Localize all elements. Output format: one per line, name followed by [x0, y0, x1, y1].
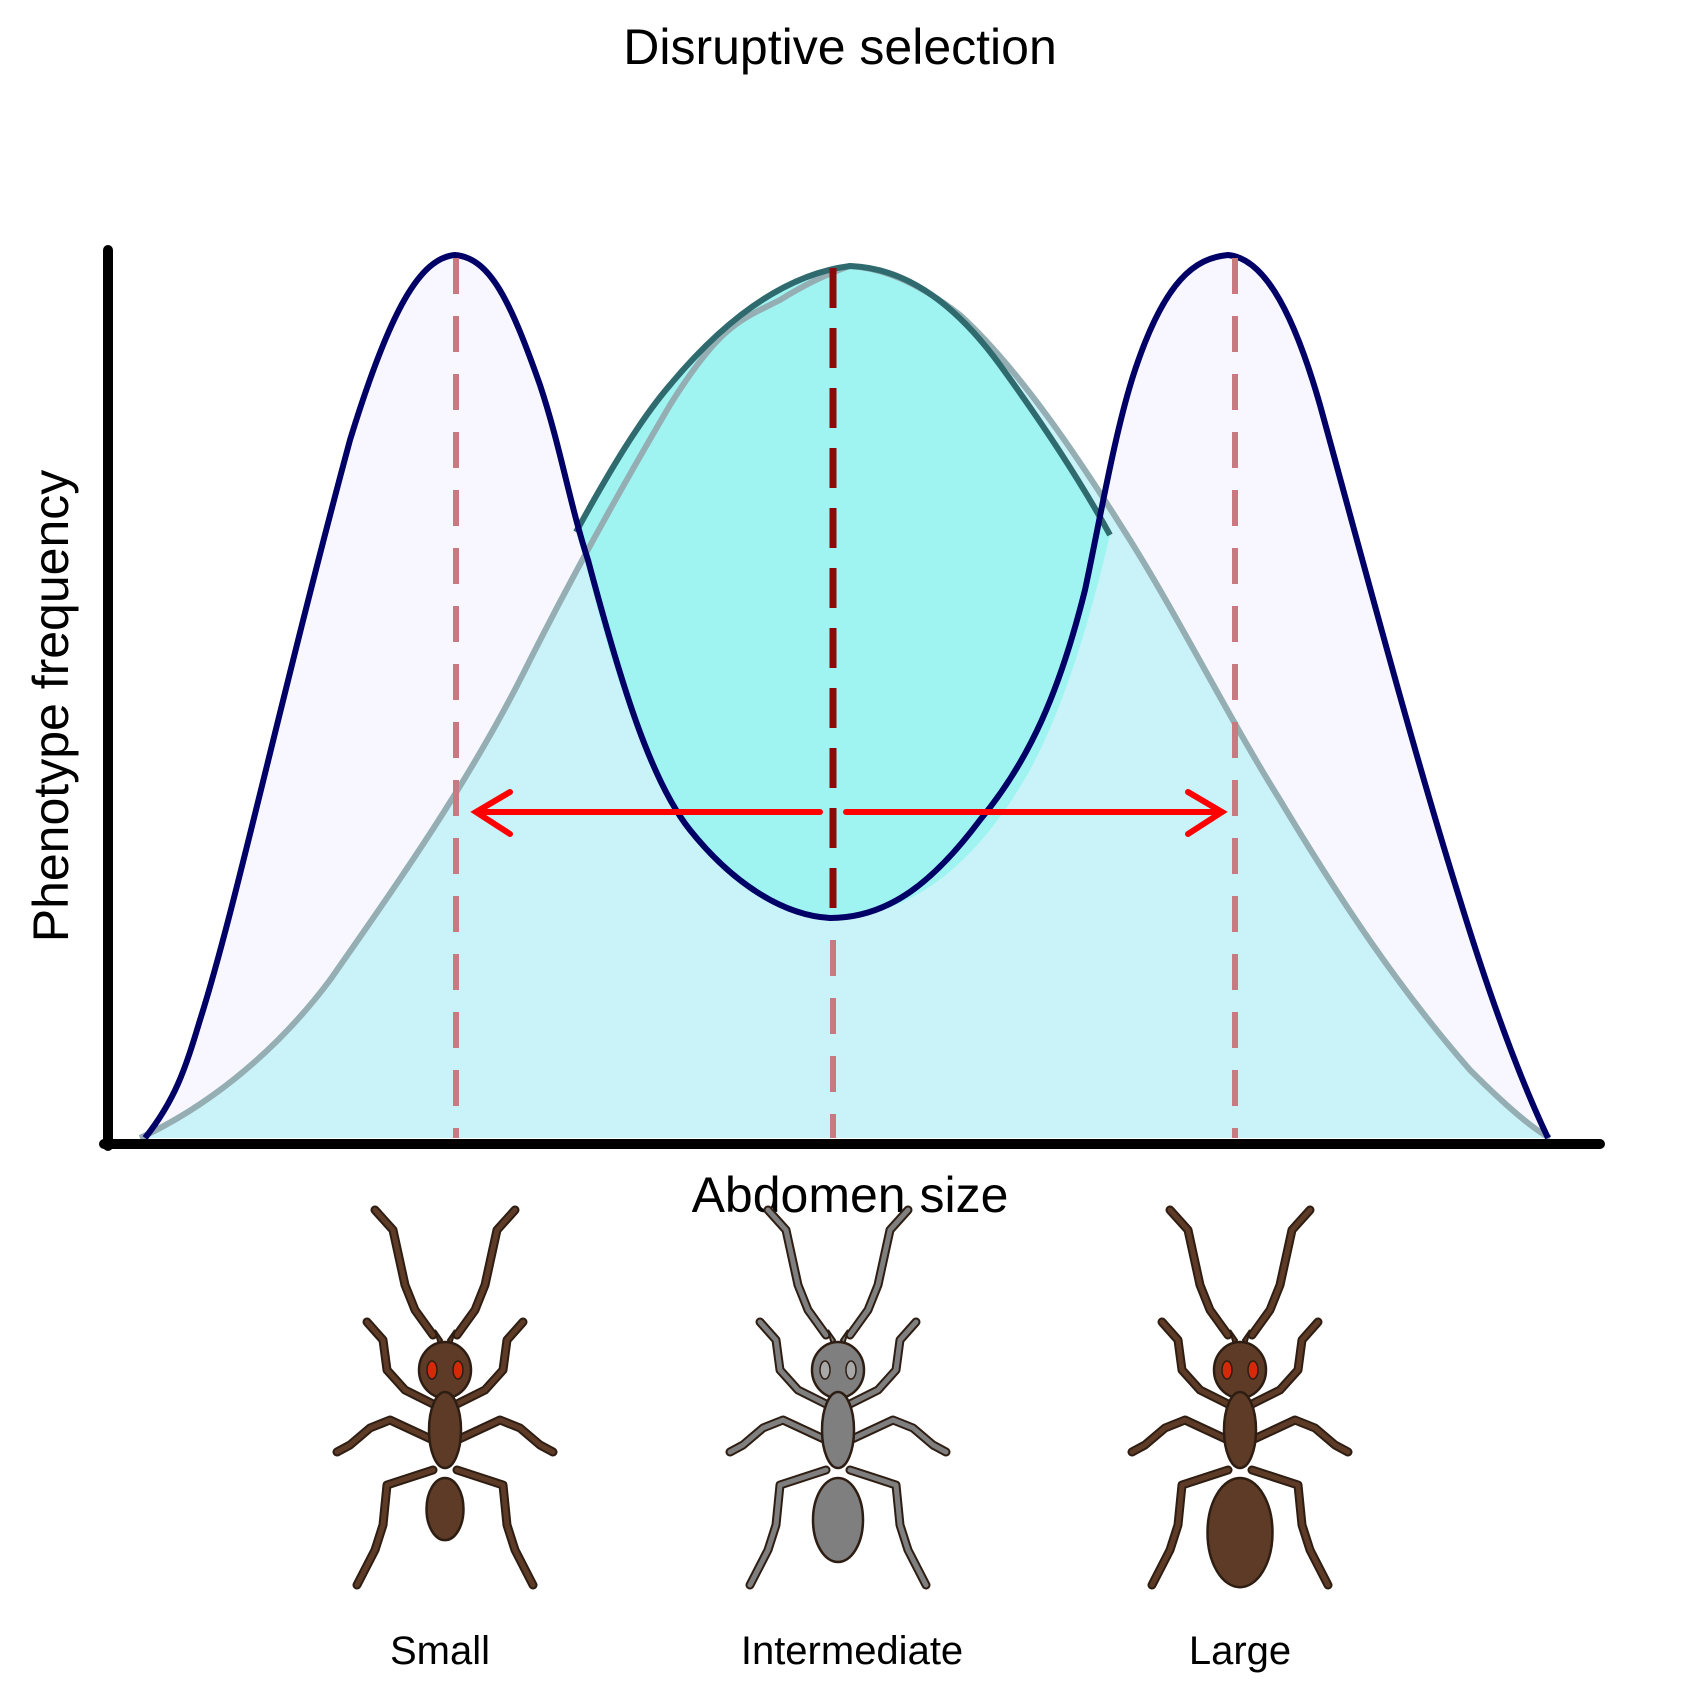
ant-front-leg-left-fill — [364, 1319, 438, 1408]
ant-middle-leg-right-fill — [1249, 1417, 1351, 1455]
ant-thorax — [820, 1390, 856, 1470]
ant-antenna-left-fill — [1167, 1207, 1231, 1338]
ant-back-leg-right-fill — [847, 1467, 929, 1588]
ant-antenna-right-fill — [1249, 1207, 1313, 1338]
ant-middle-leg-left-fill — [1129, 1417, 1231, 1455]
ant-eye-right — [845, 1360, 857, 1380]
ant-back-leg-right-fill — [1249, 1467, 1331, 1588]
ant-front-leg-right-fill — [845, 1319, 919, 1408]
ant-middle-leg-left-fill — [727, 1417, 829, 1455]
ant-back-leg-left-fill — [1149, 1467, 1231, 1588]
ant-eye-right — [1247, 1360, 1259, 1380]
ant-front-leg-left-fill — [757, 1319, 831, 1408]
ant-front-leg-right-fill — [1247, 1319, 1321, 1408]
ant-middle-leg-right-fill — [454, 1417, 556, 1455]
ant-abdomen — [811, 1476, 865, 1564]
ant-antenna-left-fill — [765, 1207, 829, 1338]
ant-back-leg-left-fill — [747, 1467, 829, 1588]
ant-middle-leg-left-fill — [334, 1417, 436, 1455]
selection-arrows — [470, 789, 1228, 837]
x-axis-label: Abdomen size — [692, 1167, 1009, 1223]
ant-back-leg-right-fill — [454, 1467, 536, 1588]
ant-label-small: Small — [390, 1629, 490, 1673]
original-excess-fill — [576, 266, 1110, 918]
ant-front-leg-left-fill — [1159, 1319, 1233, 1408]
y-axis-label: Phenotype frequency — [23, 470, 79, 943]
ant-thorax — [427, 1390, 463, 1470]
ant-antenna-right-fill — [454, 1207, 518, 1338]
ant-small — [332, 1205, 558, 1590]
ant-large — [1127, 1205, 1353, 1590]
original-distribution-curve-top — [573, 262, 1113, 537]
diagram-title: Disruptive selection — [623, 19, 1057, 75]
ant-abdomen — [1206, 1476, 1274, 1589]
ant-eye-right — [452, 1360, 464, 1380]
ant-antenna-right-fill — [847, 1207, 911, 1338]
ant-antenna-left-fill — [372, 1207, 436, 1338]
ant-middle-leg-right-fill — [847, 1417, 949, 1455]
ant-label-intermediate: Intermediate — [741, 1629, 963, 1673]
ant-eye-left — [1221, 1360, 1233, 1380]
after-selection-distribution-curve — [142, 251, 1551, 1140]
ant-thorax — [1222, 1390, 1258, 1470]
ant-illustrations — [332, 1205, 1353, 1590]
ant-front-leg-right-fill — [452, 1319, 526, 1408]
ant-back-leg-left-fill — [354, 1467, 436, 1588]
ant-label-large: Large — [1189, 1629, 1291, 1673]
ant-intermediate — [725, 1205, 951, 1590]
ant-abdomen — [425, 1476, 465, 1542]
right-arrow-head — [1185, 789, 1228, 837]
ant-eye-left — [819, 1360, 831, 1380]
ant-eye-left — [426, 1360, 438, 1380]
left-arrow-head — [470, 789, 513, 837]
